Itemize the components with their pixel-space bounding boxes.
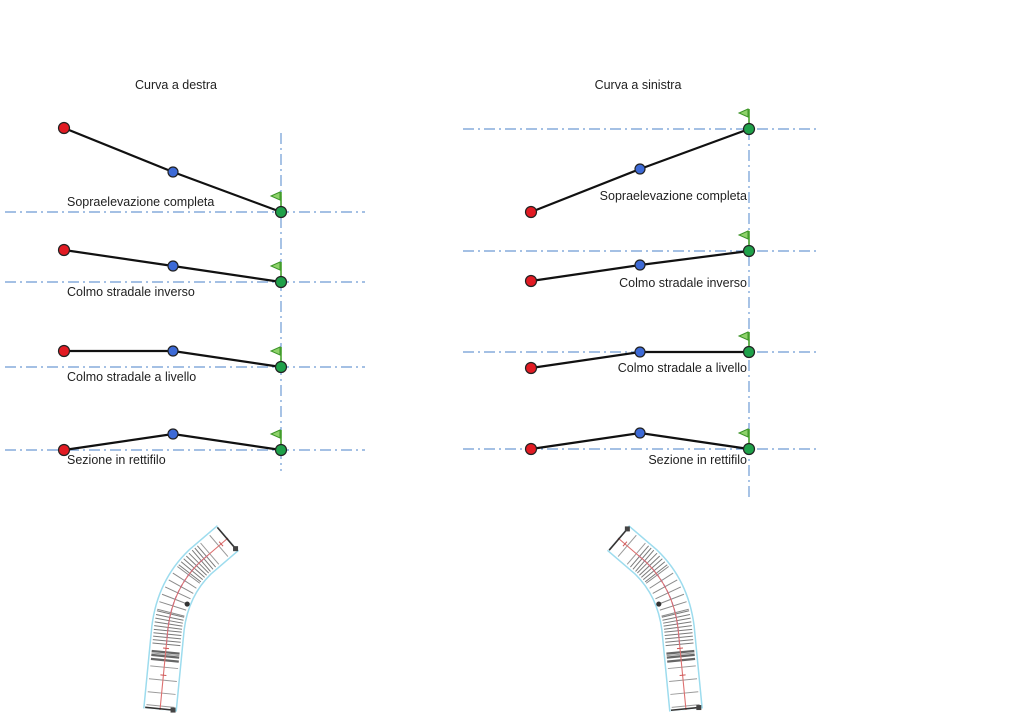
- road-plan-curve-right: [143, 525, 240, 713]
- road-end-bar: [145, 706, 176, 712]
- edge-point-red: [524, 361, 538, 375]
- section-label: Colmo stradale inverso: [619, 276, 747, 290]
- pivot-point-green: [274, 360, 288, 374]
- section-label: Colmo stradale inverso: [67, 285, 195, 299]
- pivot-flag-icon: [737, 108, 749, 118]
- edge-point-red: [524, 274, 538, 288]
- diagram-title: Curva a destra: [135, 78, 217, 92]
- road-cross-section-tick: [218, 541, 224, 547]
- road-curve-station-marker: [184, 601, 190, 607]
- diagram-curva-a-sinistra: Curva a sinistra Sopraelevazione completa…: [463, 78, 820, 497]
- road-cross-section-tick: [622, 541, 628, 547]
- road-end-marker: [696, 705, 702, 711]
- diagram-curva-a-destra: Curva a destra Sopraelevazione completa Co…: [5, 78, 365, 471]
- road-plan-curve-left: [606, 525, 703, 712]
- diagram-title: Curva a sinistra: [595, 78, 682, 92]
- edge-point-red: [57, 243, 71, 257]
- lane-point-blue: [167, 428, 179, 440]
- lane-point-blue: [634, 163, 646, 175]
- road-centerline-red: [159, 537, 229, 711]
- pivot-point-green: [274, 275, 288, 289]
- road-cross-section-tick: [679, 674, 686, 676]
- pivot-point-green: [742, 122, 756, 136]
- road-end-marker: [233, 546, 239, 552]
- pivot-point-green: [742, 442, 756, 456]
- pivot-flag-icon: [269, 429, 281, 439]
- road-end-marker: [170, 707, 176, 713]
- pivot-flag-icon: [269, 261, 281, 271]
- road-cross-section-tick: [160, 674, 167, 676]
- pivot-point-green: [274, 205, 288, 219]
- edge-point-red: [57, 344, 71, 358]
- pivot-point-green: [274, 443, 288, 457]
- pivot-flag-icon: [737, 331, 749, 341]
- road-cross-section-tick: [676, 647, 684, 650]
- edge-point-red: [57, 443, 71, 457]
- lane-point-blue: [167, 260, 179, 272]
- pivot-flag-icon: [269, 346, 281, 356]
- road-centerline-red: [617, 537, 687, 711]
- section-label: Sopraelevazione completa: [600, 189, 747, 203]
- pivot-flag-icon: [737, 428, 749, 438]
- section-label: Colmo stradale a livello: [67, 370, 196, 384]
- section-label: Sezione in rettifilo: [67, 453, 166, 467]
- section-label: Sopraelevazione completa: [67, 195, 214, 209]
- pivot-point-green: [742, 244, 756, 258]
- pivot-flag-icon: [737, 230, 749, 240]
- road-end-bar: [670, 706, 701, 712]
- road-curve-station-marker: [656, 601, 662, 607]
- lane-point-blue: [167, 166, 179, 178]
- road-cross-section-tick: [162, 647, 170, 650]
- lane-point-blue: [634, 346, 646, 358]
- pivot-flag-icon: [269, 191, 281, 201]
- edge-point-red: [57, 121, 71, 135]
- lane-point-blue: [167, 345, 179, 357]
- edge-point-red: [524, 205, 538, 219]
- road-end-marker: [624, 526, 630, 532]
- edge-point-red: [524, 442, 538, 456]
- lane-point-blue: [634, 259, 646, 271]
- section-label: Sezione in rettifilo: [648, 453, 747, 467]
- lane-point-blue: [634, 427, 646, 439]
- section-label: Colmo stradale a livello: [618, 361, 747, 375]
- pivot-point-green: [742, 345, 756, 359]
